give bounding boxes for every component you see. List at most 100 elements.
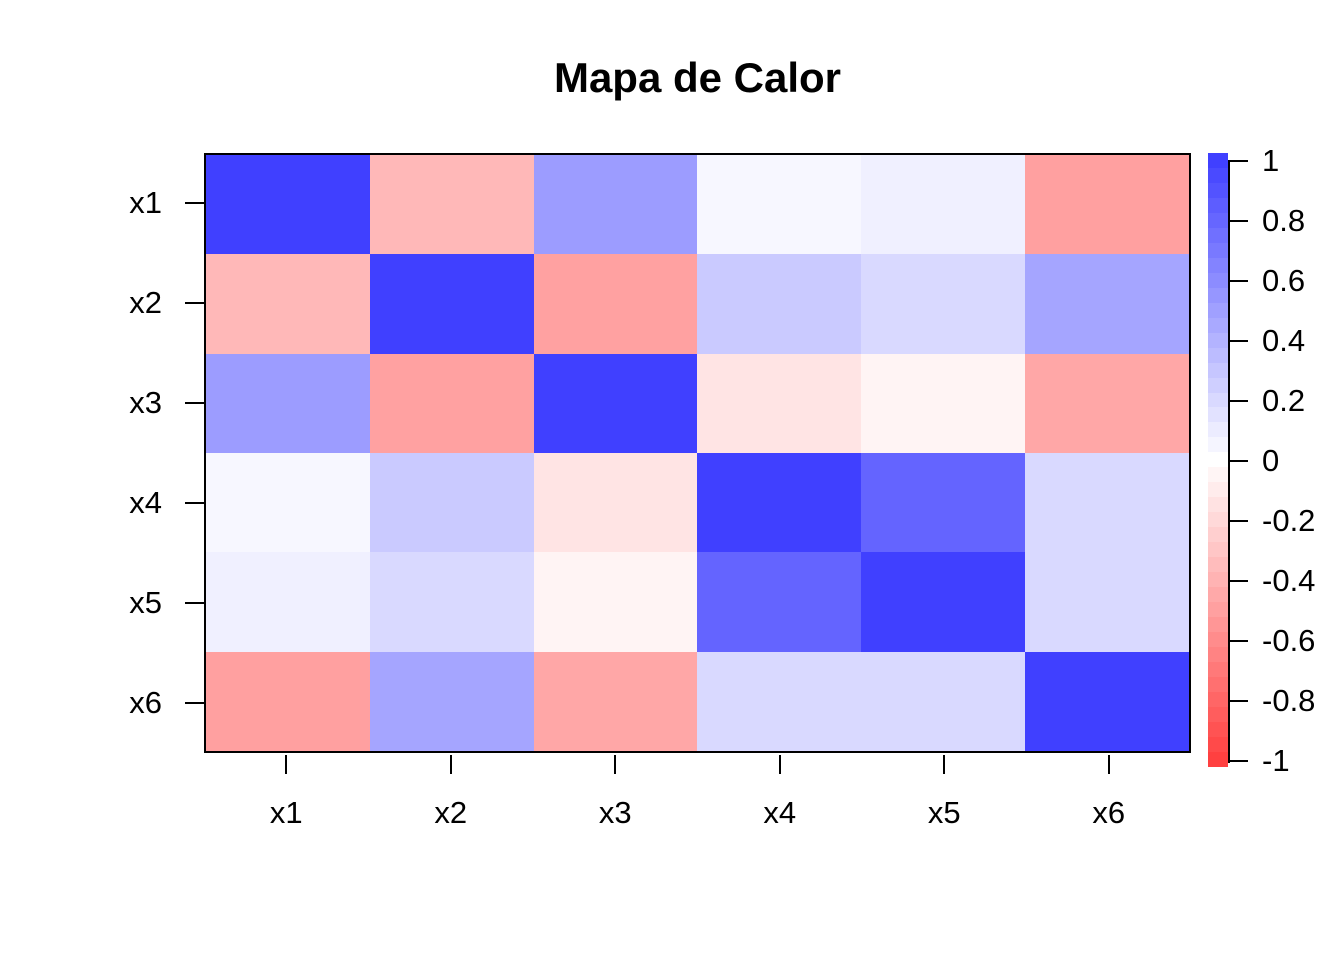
colorbar-segment <box>1208 392 1228 408</box>
x-axis-tick-x1 <box>285 755 288 774</box>
colorbar-segment <box>1208 527 1228 543</box>
heatmap-cell-x3-x2 <box>369 353 534 453</box>
y-axis-label-x4: x4 <box>129 485 162 520</box>
colorbar-segment <box>1208 512 1228 528</box>
colorbar-segment <box>1208 182 1228 198</box>
colorbar-segment <box>1208 602 1228 618</box>
y-axis-tick-x2 <box>185 302 204 304</box>
colorbar-segment <box>1208 572 1228 588</box>
colorbar-segment <box>1208 542 1228 558</box>
colorbar-tick-label--0.2: -0.2 <box>1262 503 1316 538</box>
y-axis-label-x6: x6 <box>129 685 162 720</box>
heatmap-cell-x5-x6 <box>1025 552 1189 652</box>
colorbar-tick--1 <box>1228 760 1248 762</box>
colorbar-tick-label-0.2: 0.2 <box>1262 383 1306 418</box>
heatmap-cell-x6-x5 <box>861 651 1026 751</box>
y-axis-label-x3: x3 <box>129 385 162 420</box>
heatmap-cell-x5-x4 <box>697 552 862 652</box>
colorbar-segment <box>1208 167 1228 183</box>
x-axis-label-x6: x6 <box>1092 795 1126 830</box>
heatmap-cell-x3-x3 <box>533 353 698 453</box>
heatmap-cells <box>206 155 1189 751</box>
colorbar-segment <box>1208 332 1228 348</box>
heatmap-cell-x6-x3 <box>533 651 698 751</box>
heatmap-cell-x3-x1 <box>206 353 370 453</box>
colorbar-segment <box>1208 422 1228 438</box>
x-axis-tick-x2 <box>449 755 452 774</box>
heatmap-cell-x4-x2 <box>369 453 534 553</box>
colorbar-tick-0.2 <box>1228 400 1248 402</box>
heatmap-cell-x3-x4 <box>697 353 862 453</box>
heatmap-cell-x2-x6 <box>1025 254 1189 354</box>
colorbar-segment <box>1208 661 1228 677</box>
colorbar-tick--0.4 <box>1228 580 1248 582</box>
colorbar-segment <box>1208 377 1228 393</box>
x-axis-tick-x6 <box>1107 755 1110 774</box>
x-axis-tick-x4 <box>778 755 781 774</box>
colorbar-segment <box>1208 272 1228 288</box>
colorbar-segment <box>1208 242 1228 258</box>
colorbar-segment <box>1208 212 1228 228</box>
colorbar-segment <box>1208 691 1228 707</box>
colorbar-tick-0 <box>1228 460 1248 462</box>
colorbar-segment <box>1208 646 1228 662</box>
y-axis-tick-x1 <box>185 202 204 204</box>
heatmap-cell-x1-x3 <box>533 155 698 255</box>
heatmap-cell-x4-x3 <box>533 453 698 553</box>
heatmap-cell-x4-x5 <box>861 453 1026 553</box>
y-axis-tick-x6 <box>185 702 204 704</box>
colorbar-segment <box>1208 452 1228 468</box>
colorbar-segment <box>1208 362 1228 378</box>
heatmap-cell-x1-x6 <box>1025 155 1189 255</box>
colorbar-tick--0.8 <box>1228 700 1248 702</box>
y-axis-label-x5: x5 <box>129 585 162 620</box>
heatmap-cell-x4-x1 <box>206 453 370 553</box>
heatmap-cell-x4-x4 <box>697 453 862 553</box>
colorbar-segment <box>1208 317 1228 333</box>
colorbar-segment <box>1208 347 1228 363</box>
colorbar-segment <box>1208 632 1228 647</box>
colorbar-segment <box>1208 407 1228 423</box>
heatmap-cell-x3-x5 <box>861 353 1026 453</box>
colorbar-segment <box>1208 751 1228 767</box>
heatmap-cell-x1-x5 <box>861 155 1026 255</box>
colorbar-segment <box>1208 302 1228 318</box>
colorbar-tick-1 <box>1228 160 1248 162</box>
x-axis-label-x5: x5 <box>927 795 961 830</box>
colorbar-segment <box>1208 257 1228 273</box>
colorbar-tick-label-1: 1 <box>1262 143 1280 178</box>
colorbar-tick-label--0.4: -0.4 <box>1262 563 1316 598</box>
colorbar-tick--0.2 <box>1228 520 1248 522</box>
colorbar-segment <box>1208 437 1228 453</box>
colorbar-segment <box>1208 721 1228 737</box>
y-axis-label-x2: x2 <box>129 285 162 320</box>
colorbar-segment <box>1208 467 1228 483</box>
colorbar-segment <box>1208 482 1228 498</box>
heatmap-plot-area <box>204 153 1191 753</box>
colorbar-segment <box>1208 497 1228 513</box>
heatmap-cell-x5-x2 <box>369 552 534 652</box>
x-axis-label-x2: x2 <box>434 795 468 830</box>
colorbar-tick-label--0.6: -0.6 <box>1262 623 1316 658</box>
x-axis-label-x4: x4 <box>763 795 797 830</box>
heatmap-cell-x6-x1 <box>206 651 370 751</box>
colorbar-axis-line <box>1228 161 1230 763</box>
colorbar-segment <box>1208 287 1228 303</box>
chart-title: Mapa de Calor <box>553 54 842 101</box>
heatmap-cell-x5-x1 <box>206 552 370 652</box>
heatmap-cell-x1-x2 <box>369 155 534 255</box>
colorbar-segment <box>1208 197 1228 213</box>
y-axis-tick-x5 <box>185 602 204 604</box>
x-axis-tick-x5 <box>943 755 946 774</box>
colorbar-segment <box>1208 587 1228 603</box>
colorbar-tick--0.6 <box>1228 640 1248 642</box>
colorbar-segment <box>1208 676 1228 692</box>
heatmap-cell-x1-x4 <box>697 155 862 255</box>
x-axis-tick-x3 <box>614 755 617 774</box>
colorbar-tick-label-0.8: 0.8 <box>1262 203 1306 238</box>
heatmap-cell-x2-x1 <box>206 254 370 354</box>
heatmap-cell-x5-x3 <box>533 552 698 652</box>
colorbar-segment <box>1208 617 1228 632</box>
heatmap-cell-x2-x3 <box>533 254 698 354</box>
colorbar-segment <box>1208 153 1228 168</box>
